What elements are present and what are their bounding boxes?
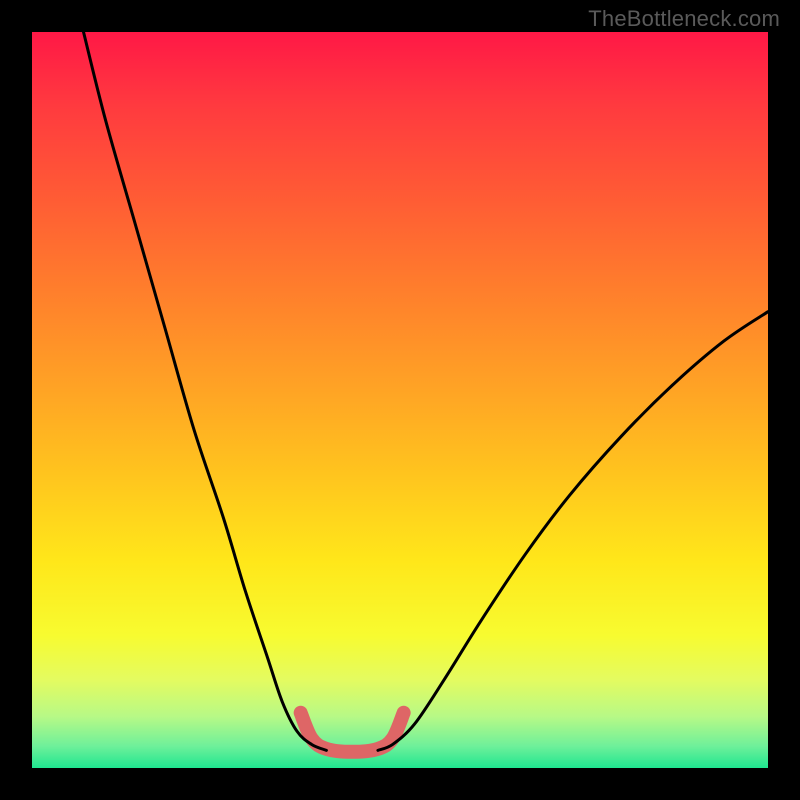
watermark-text: TheBottleneck.com bbox=[588, 6, 780, 32]
plot-area bbox=[32, 32, 768, 768]
series-left-curve bbox=[84, 32, 327, 750]
series-right-curve bbox=[378, 312, 768, 751]
chart-canvas: TheBottleneck.com bbox=[0, 0, 800, 800]
curves-layer bbox=[32, 32, 768, 768]
